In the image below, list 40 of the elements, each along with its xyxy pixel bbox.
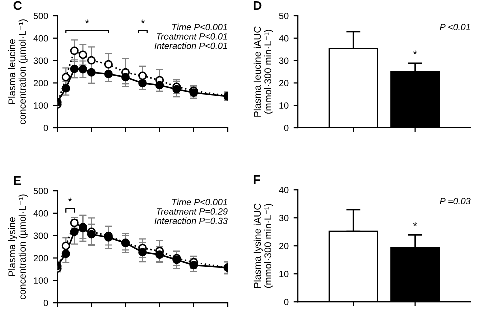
y-tick-label: 0 (44, 124, 48, 132)
annotation: * (141, 20, 146, 24)
y-tick-label: 30 (279, 215, 289, 222)
annotation: * (413, 50, 418, 55)
annotation: * (68, 198, 72, 202)
annotation: P =0.03 (440, 198, 471, 205)
y-tick-label: 0 (284, 299, 289, 306)
annotation: P <0.01 (440, 24, 470, 30)
y-tick-label: 30 (279, 58, 289, 64)
annotation: Time P<0.001 Treatment P<0.01 Interaction P<0.01 (154, 24, 228, 50)
y-tick-label: 100 (34, 102, 48, 109)
y-tick-label: 10 (280, 271, 289, 278)
y-axis-title: Plasma lysine concentration (µmol·L⁻¹) (8, 194, 28, 300)
y-tick-label: 500 (34, 188, 48, 194)
y-tick-label: 20 (279, 80, 289, 87)
y-tick-label: 0 (284, 124, 289, 132)
y-tick-label: 200 (34, 255, 48, 262)
y-tick-label: 40 (279, 187, 289, 194)
y-tick-label: 20 (279, 243, 289, 250)
y-tick-label: 400 (34, 35, 48, 42)
text: D (254, 1, 262, 10)
annotation: * (85, 20, 90, 24)
y-tick-label: 500 (34, 12, 48, 20)
annotation: Time P<0.001 Treatment P=0.29 Interaction P=0.33 (154, 198, 228, 224)
y-tick-label: 300 (34, 232, 48, 240)
y-axis-title: Plasma leucine concentration (µmol·L⁻¹) (8, 20, 28, 124)
y-tick-label: 40 (279, 35, 289, 42)
y-tick-label: 200 (34, 80, 48, 87)
text: C (14, 1, 22, 10)
y-tick-label: 50 (279, 12, 289, 20)
y-axis-title: Plasma lysine iAUC (mmol·300 min·L⁻¹) (254, 204, 274, 288)
y-axis-title: Plasma leucine iAUC (mmol·300 min·L⁻¹) (254, 26, 274, 117)
y-tick-label: 10 (280, 102, 289, 109)
text: E (14, 176, 22, 186)
annotation: * (413, 222, 418, 226)
y-tick-label: 100 (34, 278, 48, 284)
y-tick-label: 300 (34, 58, 48, 64)
text: F (254, 176, 260, 184)
y-tick-label: 0 (44, 300, 48, 306)
y-tick-label: 400 (34, 210, 48, 217)
